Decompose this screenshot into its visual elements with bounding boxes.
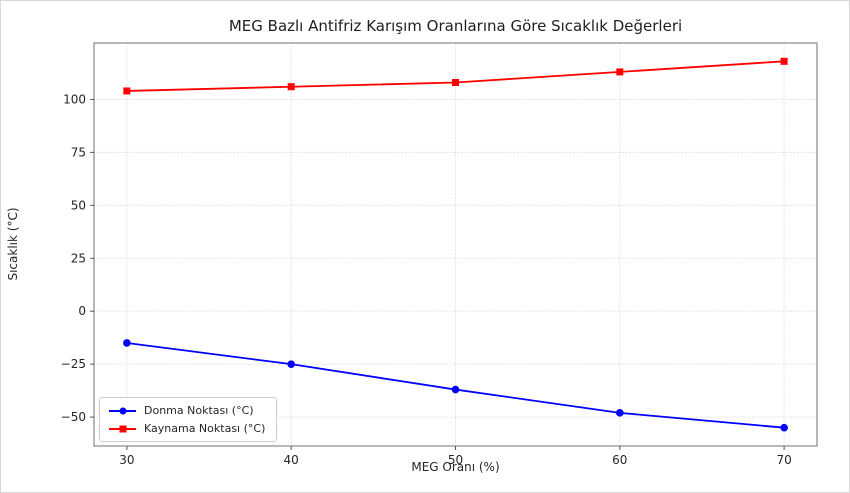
legend-label-donma: Donma Noktası (°C): [144, 404, 254, 417]
legend: Donma Noktası (°C) Kaynama Noktası (°C): [99, 397, 278, 442]
svg-text:30: 30: [119, 453, 134, 467]
svg-text:25: 25: [71, 251, 86, 265]
legend-entry-donma: Donma Noktası (°C): [109, 404, 265, 417]
kaynama-line-sample: [109, 424, 136, 433]
svg-text:60: 60: [612, 453, 627, 467]
svg-text:75: 75: [71, 145, 86, 159]
svg-text:100: 100: [63, 92, 86, 106]
square-marker-icon: [119, 425, 126, 432]
svg-text:70: 70: [776, 453, 791, 467]
svg-text:50: 50: [71, 198, 86, 212]
legend-label-kaynama: Kaynama Noktası (°C): [144, 422, 266, 435]
circle-marker-icon: [119, 407, 126, 414]
x-axis-label: MEG Oranı (%): [411, 460, 500, 474]
svg-text:−25: −25: [61, 357, 86, 371]
chart-title: MEG Bazlı Antifriz Karışım Oranlarına Gö…: [228, 17, 683, 35]
svg-text:0: 0: [78, 304, 86, 318]
legend-entry-kaynama: Kaynama Noktası (°C): [109, 422, 265, 435]
svg-text:50: 50: [448, 453, 463, 467]
svg-text:40: 40: [284, 453, 299, 467]
svg-text:−50: −50: [61, 410, 86, 424]
donma-line-sample: [109, 406, 136, 415]
